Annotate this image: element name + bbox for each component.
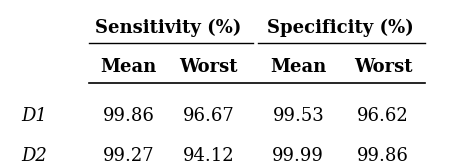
Text: 99.99: 99.99 bbox=[273, 146, 324, 164]
Text: 99.86: 99.86 bbox=[357, 146, 409, 164]
Text: 96.62: 96.62 bbox=[357, 107, 409, 125]
Text: Mean: Mean bbox=[100, 58, 157, 76]
Text: 99.53: 99.53 bbox=[273, 107, 324, 125]
Text: Worst: Worst bbox=[180, 58, 238, 76]
Text: D2: D2 bbox=[21, 146, 47, 164]
Text: D1: D1 bbox=[21, 107, 47, 125]
Text: 94.12: 94.12 bbox=[183, 146, 235, 164]
Text: Sensitivity (%): Sensitivity (%) bbox=[95, 18, 242, 37]
Text: Specificity (%): Specificity (%) bbox=[267, 18, 414, 37]
Text: Worst: Worst bbox=[354, 58, 412, 76]
Text: 99.27: 99.27 bbox=[103, 146, 155, 164]
Text: 96.67: 96.67 bbox=[183, 107, 235, 125]
Text: 99.86: 99.86 bbox=[103, 107, 155, 125]
Text: Mean: Mean bbox=[270, 58, 327, 76]
